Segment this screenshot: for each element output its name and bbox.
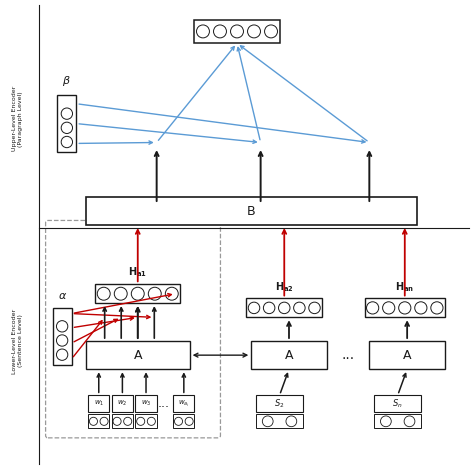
Text: Upper-Level Encoder
(Paragraph Level): Upper-Level Encoder (Paragraph Level)	[12, 86, 23, 152]
Text: $\beta$: $\beta$	[63, 74, 71, 88]
Bar	[369, 341, 445, 369]
Text: ...: ...	[158, 397, 170, 410]
Text: A: A	[403, 349, 411, 362]
Text: $w_3$: $w_3$	[141, 399, 151, 408]
Text: B: B	[247, 204, 255, 218]
Text: ...: ...	[341, 348, 355, 362]
Bar	[246, 299, 322, 318]
Bar	[251, 341, 327, 369]
Text: $\mathbf{H_{a1}}$: $\mathbf{H_{a1}}$	[128, 265, 147, 279]
Bar	[112, 395, 133, 412]
Bar	[95, 284, 180, 303]
Text: $\mathbf{H_{an}}$: $\mathbf{H_{an}}$	[395, 280, 414, 294]
Bar	[374, 414, 421, 428]
Bar	[88, 395, 109, 412]
Text: $\alpha$: $\alpha$	[57, 291, 67, 301]
Bar	[53, 308, 72, 365]
Bar	[86, 197, 417, 225]
Text: A: A	[285, 349, 293, 362]
Bar	[194, 19, 280, 43]
Bar	[112, 414, 133, 428]
Text: $S_2$: $S_2$	[274, 397, 285, 410]
Bar	[88, 414, 109, 428]
Bar	[136, 414, 156, 428]
Bar	[86, 341, 190, 369]
Text: $S_n$: $S_n$	[392, 397, 403, 410]
Text: $w_1$: $w_1$	[93, 399, 104, 408]
Bar	[256, 414, 303, 428]
Bar	[365, 299, 445, 318]
Text: $w_{a_i}$: $w_{a_i}$	[178, 399, 190, 409]
Text: Lower-Level Encoder
(Sentence Level): Lower-Level Encoder (Sentence Level)	[12, 309, 23, 374]
Text: A: A	[134, 349, 142, 362]
Text: $w_2$: $w_2$	[117, 399, 128, 408]
Bar	[173, 395, 194, 412]
Bar	[374, 395, 421, 412]
Bar	[57, 95, 76, 152]
Bar	[136, 395, 156, 412]
Bar	[256, 395, 303, 412]
Bar	[173, 414, 194, 428]
Text: $\mathbf{H_{a2}}$: $\mathbf{H_{a2}}$	[275, 280, 294, 294]
